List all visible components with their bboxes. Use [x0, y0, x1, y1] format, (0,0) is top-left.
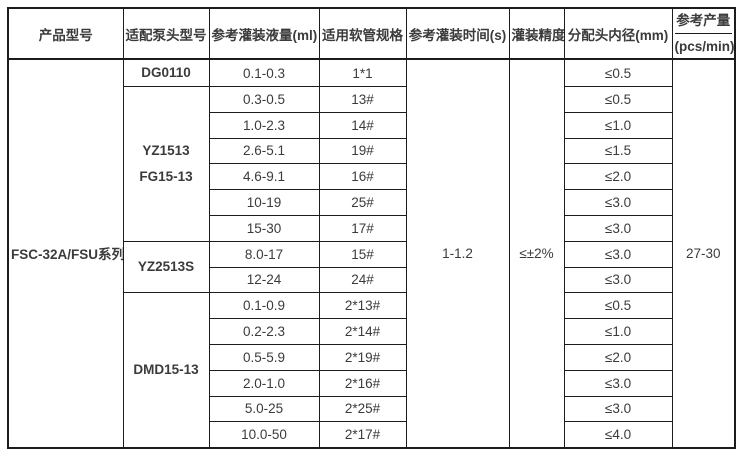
fill-volume-cell: 10.0-50	[208, 421, 320, 449]
tube-spec-cell: 17#	[318, 214, 407, 242]
head-diameter-cell: ≤3.0	[563, 369, 673, 397]
pump-model-line: YZ2513S	[137, 259, 195, 275]
header-output-unit: (pcs/min)	[674, 33, 734, 57]
head-diameter-cell: ≤4.0	[563, 421, 673, 449]
header-row: 产品型号 适配泵头型号 参考灌装液量(ml) 适用软管规格 参考灌装时间(s) …	[7, 7, 736, 60]
tube-spec-cell: 1*1	[318, 58, 407, 87]
table-row: DMD15-13 0.1-0.9 2*13# ≤0.5	[8, 292, 735, 449]
head-diameter-cell: ≤0.5	[563, 86, 673, 113]
header-output-title: 参考产量	[676, 13, 731, 28]
fill-volume-cell: 15-30	[208, 214, 320, 242]
output-cell: 27-30	[671, 58, 736, 449]
fill-volume-cell: 0.2-2.3	[208, 318, 320, 345]
fill-volume-cell: 2.6-5.1	[208, 137, 320, 165]
head-diameter-cell: ≤3.0	[563, 266, 673, 294]
tube-spec-cell: 2*19#	[318, 343, 407, 371]
fill-volume-cell: 1.0-2.3	[208, 111, 320, 139]
head-diameter-cell: ≤1.5	[563, 137, 673, 165]
fill-volume-cell: 0.1-0.3	[208, 58, 320, 87]
pump-model-line: DMD15-13	[133, 362, 199, 378]
head-diameter-cell: ≤2.0	[563, 343, 673, 371]
header-product-model: 产品型号	[7, 7, 124, 60]
tube-spec-cell: 16#	[318, 163, 407, 191]
pump-model-cell: YZ1513 FG15-13	[122, 86, 210, 242]
tube-spec-cell: 19#	[318, 137, 407, 165]
head-diameter-cell: ≤3.0	[563, 189, 673, 216]
tube-spec-cell: 2*25#	[318, 395, 407, 423]
fill-volume-cell: 0.1-0.9	[208, 292, 320, 320]
header-fill-volume: 参考灌装液量(ml)	[208, 7, 320, 60]
head-diameter-cell: ≤3.0	[563, 214, 673, 242]
fill-volume-cell: 4.6-9.1	[208, 163, 320, 191]
head-diameter-cell: ≤0.5	[563, 292, 673, 320]
tube-spec-cell: 13#	[318, 86, 407, 113]
tube-spec-cell: 24#	[318, 266, 407, 294]
table-row: YZ1513 FG15-13 0.3-0.5 13# ≤0.5	[8, 86, 735, 242]
tube-spec-cell: 2*16#	[318, 369, 407, 397]
table-row: 0.2-2.3 2*14# ≤1.0	[8, 318, 735, 345]
tube-spec-cell: 2*17#	[318, 421, 407, 449]
table-row: FSC-32A/FSU系列 DG0110 0.1-0.3 1*1 1-1.2 ≤±2% ≤0…	[7, 58, 736, 449]
header-fill-time: 参考灌装时间(s)	[405, 7, 510, 60]
head-diameter-cell: ≤3.0	[563, 240, 673, 268]
header-head-diameter: 分配头内径(mm)	[563, 7, 673, 60]
tube-spec-cell: 25#	[318, 189, 407, 216]
head-diameter-cell: ≤1.0	[563, 318, 673, 345]
fill-volume-cell: 5.0-25	[208, 395, 320, 423]
header-pump-model: 适配泵头型号	[122, 7, 210, 60]
fill-volume-cell: 0.5-5.9	[208, 343, 320, 371]
head-diameter-cell: ≤2.0	[563, 163, 673, 191]
pump-model-line: YZ1513	[142, 142, 190, 158]
pump-model-cell: DG0110	[122, 58, 210, 87]
fill-volume-cell: 0.3-0.5	[208, 86, 320, 113]
pump-model-line: DG0110	[141, 65, 191, 80]
head-diameter-cell: ≤1.0	[563, 111, 673, 139]
pump-model-line: FG15-13	[139, 168, 193, 184]
accuracy-cell: ≤±2%	[508, 58, 565, 449]
tube-spec-cell: 15#	[318, 240, 407, 268]
table-row: 10-19 25# ≤3.0	[8, 189, 735, 216]
product-model-cell: FSC-32A/FSU系列	[7, 58, 124, 449]
fill-volume-cell: 2.0-1.0	[208, 369, 320, 397]
tube-spec-cell: 2*14#	[318, 318, 407, 345]
fill-volume-cell: 12-24	[208, 266, 320, 294]
table-row: 5.0-25 2*25# ≤3.0	[8, 395, 735, 423]
table-row: 0.5-5.9 2*19# ≤2.0	[8, 343, 735, 371]
pump-model-cell: DMD15-13	[122, 292, 210, 449]
header-accuracy: 灌装精度	[508, 7, 565, 60]
fill-volume-cell: 10-19	[208, 189, 320, 216]
fill-time-cell: 1-1.2	[405, 58, 510, 449]
table-row: YZ2513S 8.0-17 15# ≤3.0	[8, 240, 735, 294]
table-row: 12-24 24# ≤3.0	[8, 266, 735, 294]
tube-spec-cell: 2*13#	[318, 292, 407, 320]
table-row: 10.0-50 2*17# ≤4.0	[8, 421, 735, 449]
header-output: 参考产量 (pcs/min)	[671, 7, 736, 60]
head-diameter-cell: ≤3.0	[563, 395, 673, 423]
specs-table-body: FSC-32A/FSU系列 DG0110 0.1-0.3 1*1 1-1.2 ≤±2% ≤0…	[7, 58, 736, 449]
fill-volume-cell: 8.0-17	[208, 240, 320, 268]
head-diameter-cell: ≤0.5	[563, 58, 673, 87]
table-row: 1.0-2.3 14# ≤1.0	[8, 111, 735, 139]
tube-spec-cell: 14#	[318, 111, 407, 139]
header-tube-spec: 适用软管规格	[318, 7, 407, 60]
pump-model-cell: YZ2513S	[122, 240, 210, 294]
specs-table: 产品型号 适配泵头型号 参考灌装液量(ml) 适用软管规格 参考灌装时间(s) …	[7, 7, 736, 449]
